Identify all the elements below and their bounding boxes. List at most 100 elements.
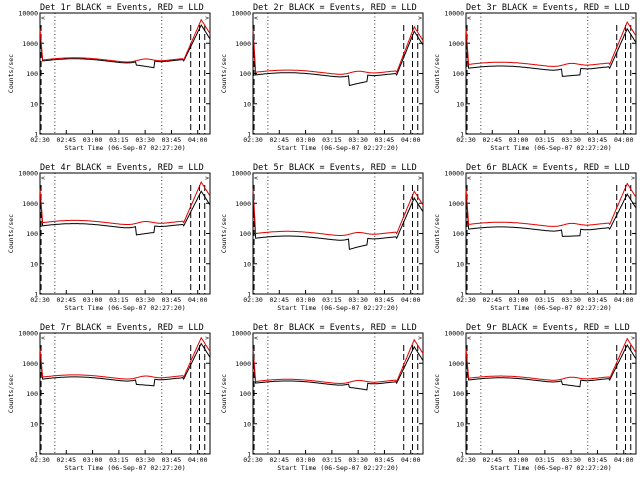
- y-tick-label: 1000: [235, 40, 251, 48]
- series-lld-line: [39, 181, 211, 225]
- series-events-line: [39, 342, 211, 387]
- x-tick-label: 03:45: [162, 296, 182, 304]
- x-tick-label: 03:45: [588, 136, 608, 144]
- y-tick-label: 1: [34, 131, 38, 139]
- x-axis-label: Start Time (06-Sep-07 02:27:20): [490, 144, 611, 152]
- y-tick-label: 100: [452, 70, 464, 78]
- corner-marker-left: <: [41, 14, 45, 22]
- panel-title: Det 3r BLACK = Events, RED = LLD: [466, 3, 630, 13]
- y-tick-label: 10000: [231, 330, 251, 338]
- panel-title: Det 7r BLACK = Events, RED = LLD: [40, 323, 204, 333]
- y-tick-label: 10000: [231, 10, 251, 18]
- x-tick-label: 04:00: [188, 456, 208, 464]
- x-tick-label: 03:15: [322, 456, 342, 464]
- plot-frame: [465, 172, 637, 295]
- chart-panel: Det 3r BLACK = Events, RED = LLD< >1 10 100…: [433, 3, 637, 152]
- y-tick-label: 10000: [444, 10, 464, 18]
- y-axis-label: Counts/sec: [220, 54, 228, 93]
- y-tick-label: 10: [243, 260, 251, 268]
- x-axis-label: Start Time (06-Sep-07 02:27:20): [490, 304, 611, 312]
- series-events-line: [465, 27, 637, 77]
- panel-title: Det 8r BLACK = Events, RED = LLD: [253, 323, 417, 333]
- x-tick-label: 03:30: [561, 136, 581, 144]
- x-tick-label: 03:00: [83, 456, 103, 464]
- x-tick-label: 03:45: [375, 296, 395, 304]
- y-tick-label: 1000: [22, 40, 38, 48]
- y-axis-label: Counts/sec: [7, 374, 15, 413]
- series-lld-line: [39, 18, 211, 63]
- series-lld-line: [39, 336, 211, 380]
- x-tick-label: 03:15: [109, 296, 129, 304]
- x-tick-label: 03:15: [535, 456, 555, 464]
- y-tick-label: 100: [239, 230, 251, 238]
- x-axis-label: Start Time (06-Sep-07 02:27:20): [64, 144, 185, 152]
- plot-frame: [39, 172, 211, 295]
- y-tick-label: 1000: [235, 200, 251, 208]
- x-tick-label: 03:00: [509, 296, 529, 304]
- x-tick-label: 02:45: [56, 296, 76, 304]
- x-tick-label: 02:30: [243, 296, 263, 304]
- chart-panel: Det 6r BLACK = Events, RED = LLD< >1 10 100…: [433, 163, 637, 312]
- x-tick-label: 02:30: [456, 456, 476, 464]
- x-tick-label: 03:30: [561, 456, 581, 464]
- panel-title: Det 1r BLACK = Events, RED = LLD: [40, 3, 204, 13]
- x-axis-label: Start Time (06-Sep-07 02:27:20): [490, 464, 611, 472]
- x-tick-label: 04:00: [401, 296, 421, 304]
- y-tick-label: 100: [26, 230, 38, 238]
- y-tick-label: 100: [26, 70, 38, 78]
- panel-title: Det 4r BLACK = Events, RED = LLD: [40, 163, 204, 173]
- y-tick-label: 1: [34, 451, 38, 459]
- y-tick-label: 10: [30, 420, 38, 428]
- x-tick-label: 03:30: [348, 456, 368, 464]
- corner-marker-right: >: [418, 174, 422, 182]
- x-tick-label: 03:15: [535, 296, 555, 304]
- x-tick-label: 04:00: [188, 296, 208, 304]
- panel-title: Det 5r BLACK = Events, RED = LLD: [253, 163, 417, 173]
- x-tick-label: 03:00: [509, 456, 529, 464]
- x-tick-label: 03:00: [83, 136, 103, 144]
- y-axis-label: Counts/sec: [433, 214, 441, 253]
- x-axis-label: Start Time (06-Sep-07 02:27:20): [64, 304, 185, 312]
- x-axis-label: Start Time (06-Sep-07 02:27:20): [64, 464, 185, 472]
- series-lld-line: [252, 25, 424, 75]
- x-tick-label: 04:00: [401, 136, 421, 144]
- x-tick-label: 02:30: [456, 296, 476, 304]
- y-tick-label: 10: [456, 260, 464, 268]
- y-tick-label: 10000: [444, 330, 464, 338]
- chart-panel: Det 5r BLACK = Events, RED = LLD< >1 10 100…: [220, 163, 424, 312]
- y-axis-label: Counts/sec: [7, 214, 15, 253]
- x-tick-label: 03:30: [135, 136, 155, 144]
- panel-title: Det 9r BLACK = Events, RED = LLD: [466, 323, 630, 333]
- chart-panel: Det 9r BLACK = Events, RED = LLD< >1 10 100…: [433, 323, 637, 472]
- panel-title: Det 6r BLACK = Events, RED = LLD: [466, 163, 630, 173]
- y-axis-label: Counts/sec: [220, 374, 228, 413]
- y-tick-label: 1000: [22, 360, 38, 368]
- chart-panel: Det 8r BLACK = Events, RED = LLD< >1 10 100…: [220, 323, 424, 472]
- chart-panel: Det 1r BLACK = Events, RED = LLD< >1 10 100…: [7, 3, 211, 152]
- x-tick-label: 03:00: [296, 296, 316, 304]
- y-tick-label: 1: [460, 451, 464, 459]
- x-axis-label: Start Time (06-Sep-07 02:27:20): [277, 304, 398, 312]
- corner-marker-right: >: [631, 14, 635, 22]
- y-axis-label: Counts/sec: [433, 374, 441, 413]
- x-tick-label: 02:30: [243, 456, 263, 464]
- series-events-line: [465, 343, 637, 388]
- series-events-line: [39, 23, 211, 69]
- x-tick-label: 03:00: [509, 136, 529, 144]
- series-lld-line: [465, 182, 637, 227]
- x-tick-label: 03:00: [296, 136, 316, 144]
- y-tick-label: 10000: [444, 170, 464, 178]
- x-tick-label: 03:30: [348, 296, 368, 304]
- y-tick-label: 10: [456, 100, 464, 108]
- corner-marker-left: <: [254, 14, 258, 22]
- x-tick-label: 02:45: [269, 296, 289, 304]
- series-events-line: [252, 345, 424, 391]
- x-tick-label: 02:30: [456, 136, 476, 144]
- corner-marker-left: <: [467, 334, 471, 342]
- x-tick-label: 02:30: [30, 296, 50, 304]
- y-tick-label: 100: [452, 230, 464, 238]
- y-axis-label: Counts/sec: [7, 54, 15, 93]
- chart-panel: Det 7r BLACK = Events, RED = LLD< >1 10 100…: [7, 323, 211, 472]
- y-tick-label: 10: [30, 100, 38, 108]
- y-tick-label: 10000: [18, 10, 38, 18]
